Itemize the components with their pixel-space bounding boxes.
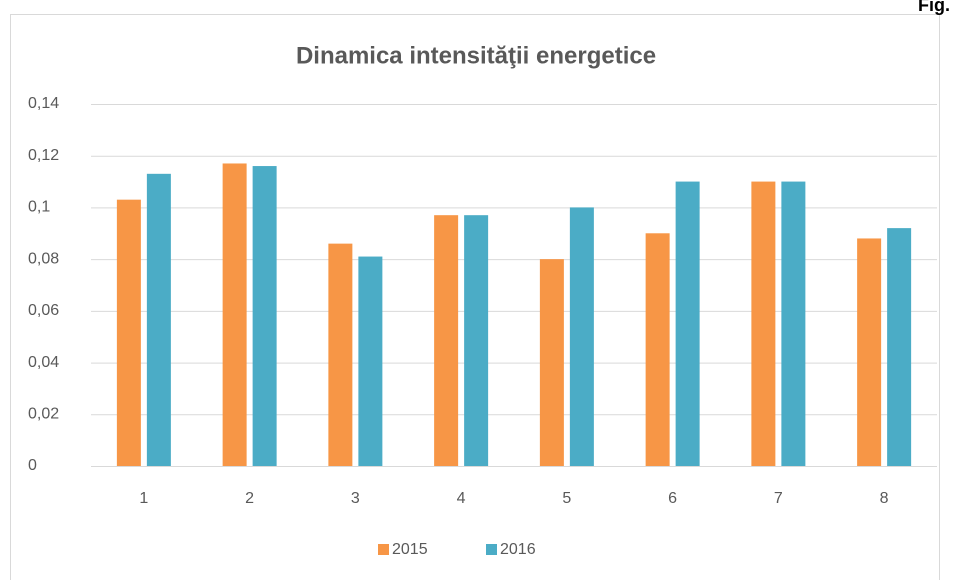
bar [645,233,670,466]
y-tick-label: 0,12 [28,147,59,164]
x-tick-label: 8 [880,490,889,507]
bar [358,256,383,466]
legend-swatch [378,544,389,555]
bar [539,259,564,466]
bar [857,238,882,466]
bar [328,243,353,466]
bar [887,228,912,466]
x-tick-label: 1 [139,490,148,507]
bar [146,173,171,467]
x-tick-label: 7 [774,490,783,507]
bar [464,215,489,466]
x-tick-label: 3 [351,490,360,507]
y-tick-label: 0,08 [28,250,59,267]
legend-swatch [486,544,497,555]
x-tick-label: 6 [668,490,677,507]
figure-label: Fig. [918,0,950,15]
x-tick-label: 5 [562,490,571,507]
bar [675,181,700,467]
y-tick-label: 0,04 [28,354,59,371]
x-tick-label: 4 [457,490,466,507]
y-tick-label: 0,1 [28,199,50,216]
bar [781,181,806,467]
bar [222,163,247,466]
bar [569,207,594,466]
chart-title: Dinamica intensităţii energetice [296,42,656,69]
bar [116,199,141,466]
bar [751,181,776,467]
legend-label: 2016 [500,541,536,558]
y-tick-label: 0,06 [28,302,59,319]
bar [252,166,277,467]
bar [434,215,459,466]
y-tick-label: 0 [28,457,37,474]
y-tick-label: 0,02 [28,406,59,423]
y-tick-label: 0,14 [28,95,59,112]
x-tick-label: 2 [245,490,254,507]
legend-label: 2015 [392,541,428,558]
